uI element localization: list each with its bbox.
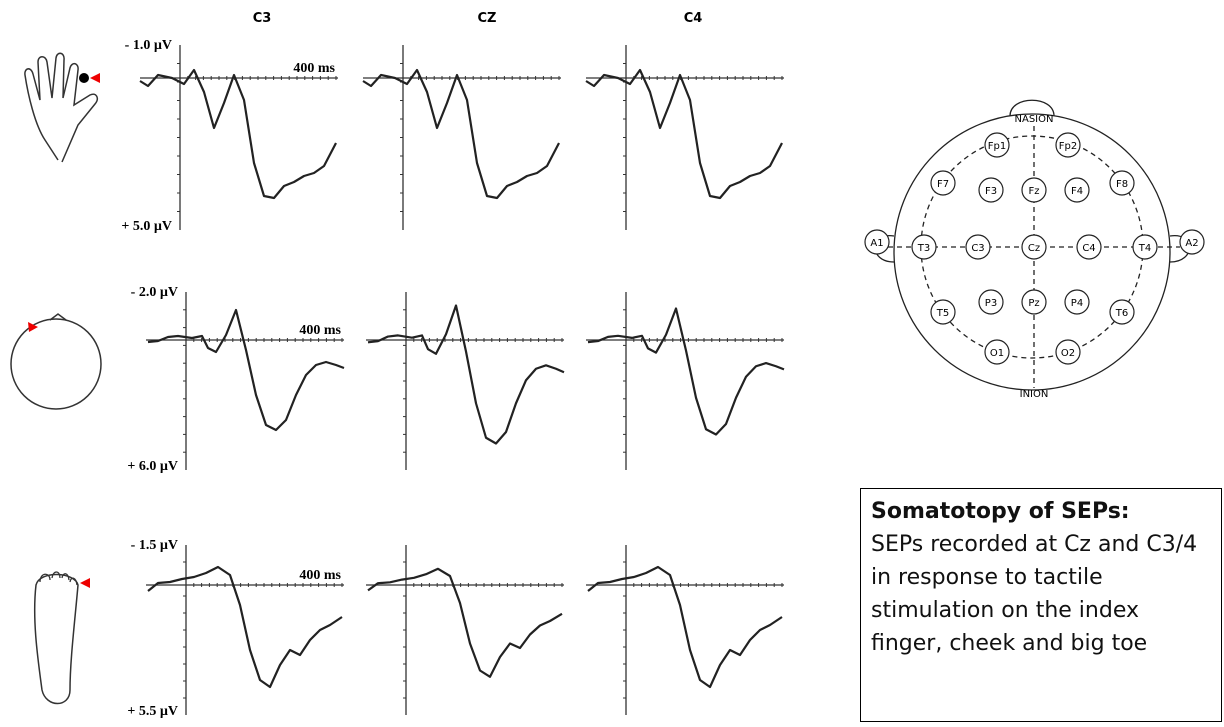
electrode <box>1055 339 1081 365</box>
electrode-label: P3 <box>985 298 997 309</box>
stimulus-dot <box>79 73 89 83</box>
electrode-label: Pz <box>1028 298 1039 309</box>
electrode <box>978 289 1004 315</box>
inion-label: INION <box>1020 389 1049 400</box>
electrode <box>1021 289 1047 315</box>
waveform <box>147 565 343 689</box>
electrode <box>1064 289 1090 315</box>
time-label: 400 ms <box>293 61 335 76</box>
electrode-label: F8 <box>1116 179 1128 190</box>
time-label: 400 ms <box>299 568 341 583</box>
electrode <box>1021 234 1047 260</box>
electrode-label: T6 <box>1115 308 1128 319</box>
stimulus-marker <box>90 73 100 83</box>
electrode-label: P4 <box>1071 298 1083 309</box>
electrode-label: Fz <box>1028 186 1039 197</box>
electrode-label: T4 <box>1138 243 1151 254</box>
hand-icon <box>24 52 98 163</box>
electrode-label: Fp1 <box>988 141 1006 152</box>
electrode <box>1132 234 1158 260</box>
electrode <box>911 234 937 260</box>
waveform <box>362 68 560 200</box>
amplitude-top: - 1.0 µV <box>125 38 172 53</box>
electrode-label: T5 <box>936 308 949 319</box>
electrode-label: O2 <box>1061 348 1075 359</box>
electrode-label: C4 <box>1082 243 1095 254</box>
electrode-label: O1 <box>990 348 1004 359</box>
time-label: 400 ms <box>299 323 341 338</box>
column-label: C4 <box>684 11 703 26</box>
electrode-label: A1 <box>870 238 883 249</box>
foot-icon <box>33 573 79 705</box>
electrode <box>864 229 890 255</box>
electrode <box>1076 234 1102 260</box>
head-icon <box>10 318 102 410</box>
toes <box>39 571 78 586</box>
waveform <box>585 68 783 200</box>
electrode <box>984 132 1010 158</box>
electrode <box>1064 177 1090 203</box>
caption-title: Somatotopy of SEPs: <box>871 499 1130 524</box>
electrode <box>930 299 956 325</box>
column-label: C3 <box>253 11 272 26</box>
electrode-label: C3 <box>971 243 984 254</box>
electrode-label: F7 <box>937 179 949 190</box>
caption: Somatotopy of SEPs: SEPs recorded at Cz … <box>860 488 1222 722</box>
amplitude-bottom: + 5.5 µV <box>127 704 178 719</box>
electrode-label: A2 <box>1185 238 1198 249</box>
electrode <box>1179 229 1205 255</box>
waveform <box>587 565 783 689</box>
amplitude-bottom: + 6.0 µV <box>127 459 178 474</box>
electrode-label: Cz <box>1028 243 1040 254</box>
electrode <box>1055 132 1081 158</box>
waveform <box>367 304 565 445</box>
nose <box>49 313 67 321</box>
electrode-label: F3 <box>985 186 997 197</box>
amplitude-bottom: + 5.0 µV <box>121 219 172 234</box>
electrode-label: Fp2 <box>1059 141 1077 152</box>
electrode <box>1109 299 1135 325</box>
electrode-label: T3 <box>917 243 930 254</box>
waveform <box>139 68 337 200</box>
amplitude-top: - 2.0 µV <box>131 285 178 300</box>
electrode <box>1021 177 1047 203</box>
caption-text: SEPs recorded at Cz and C3/4 in response… <box>871 532 1198 656</box>
column-label: CZ <box>478 11 497 26</box>
waveform <box>587 307 785 436</box>
electrode <box>965 234 991 260</box>
electrode <box>984 339 1010 365</box>
waveform <box>367 567 563 678</box>
electrode-label: F4 <box>1071 186 1083 197</box>
nasion-label: NASION <box>1015 114 1054 125</box>
electrode <box>1109 170 1135 196</box>
electrode <box>978 177 1004 203</box>
electrode <box>930 170 956 196</box>
waveform <box>147 308 345 432</box>
amplitude-top: - 1.5 µV <box>131 538 178 553</box>
stimulus-marker <box>80 578 90 588</box>
stimulus-marker <box>28 322 38 332</box>
